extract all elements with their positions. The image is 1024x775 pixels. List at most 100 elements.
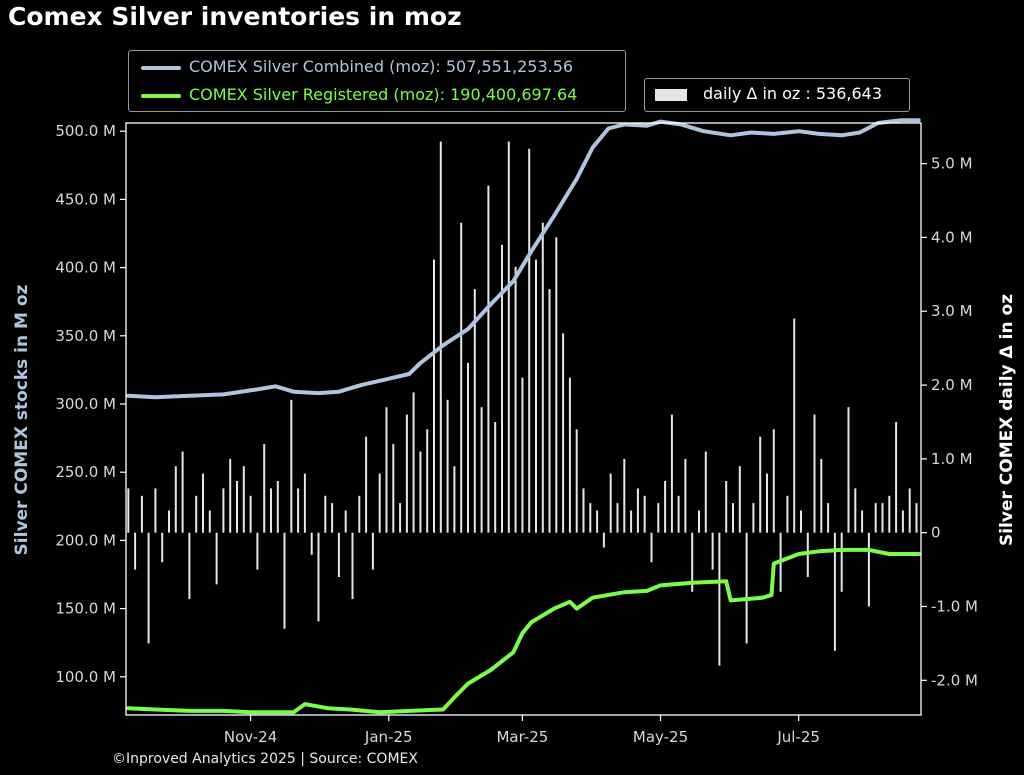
left-axis-tick-label: 500.0 M <box>55 122 116 140</box>
daily-delta-bar <box>555 237 558 533</box>
daily-delta-bar <box>881 503 884 533</box>
daily-delta-bar <box>766 473 768 533</box>
plot-frame <box>125 122 922 716</box>
legend-swatch-combined <box>141 66 181 70</box>
daily-delta-bar <box>664 481 667 533</box>
legend-swatch-daily <box>655 89 687 101</box>
daily-delta-bar <box>399 503 402 533</box>
daily-delta-bar <box>623 458 626 533</box>
daily-delta-bar <box>602 532 605 548</box>
daily-delta-bar <box>786 495 789 533</box>
daily-delta-bar <box>140 495 143 533</box>
daily-delta-bar <box>718 532 721 666</box>
daily-delta-bar <box>283 532 286 629</box>
daily-delta-bar <box>847 407 850 533</box>
left-axis-tick-label: 450.0 M <box>55 190 116 208</box>
daily-delta-bar <box>874 503 877 533</box>
daily-delta-bar <box>779 532 782 592</box>
daily-delta-bars <box>127 141 918 666</box>
daily-delta-bar <box>589 503 592 533</box>
daily-delta-bar <box>351 532 354 600</box>
daily-delta-bar <box>800 510 802 533</box>
right-axis-tick-label: 2.0 M <box>931 376 973 394</box>
daily-delta-bar <box>827 503 830 533</box>
series-lines <box>126 118 921 715</box>
daily-delta-bar <box>704 451 707 533</box>
daily-delta-bar <box>575 429 578 533</box>
daily-delta-bar <box>854 488 857 533</box>
daily-delta-bar <box>324 495 327 533</box>
daily-delta-bar <box>480 407 483 533</box>
daily-delta-bar <box>548 289 551 533</box>
daily-delta-bar <box>691 532 694 592</box>
daily-delta-bar <box>378 473 381 533</box>
x-axis-tick-label: Nov-24 <box>224 728 277 746</box>
daily-delta-bar <box>677 495 680 533</box>
left-axis-tick-label: 300.0 M <box>55 395 116 413</box>
daily-delta-bar <box>446 399 449 533</box>
daily-delta-bar <box>501 244 503 533</box>
daily-delta-bar <box>630 510 633 533</box>
daily-delta-bar <box>303 473 306 533</box>
legend-label-combined: COMEX Silver Combined (moz): 507,551,253… <box>189 57 574 76</box>
daily-delta-bar <box>161 532 164 563</box>
daily-delta-bar <box>229 458 232 533</box>
daily-delta-bar <box>759 436 762 533</box>
left-axis-tick-label: 200.0 M <box>55 531 116 549</box>
right-axis-tick-label: 0 <box>931 524 941 542</box>
daily-delta-bar <box>541 222 544 533</box>
right-axis-tick-label: 1.0 M <box>931 450 973 468</box>
daily-delta-bar <box>562 333 565 533</box>
daily-delta-bar <box>263 444 266 533</box>
daily-delta-bar <box>460 222 463 533</box>
left-axis: 100.0 M 150.0 M 200.0 M 250.0 M 300.0 M 350.0… <box>55 122 126 686</box>
left-axis-tick-label: 150.0 M <box>55 600 116 618</box>
daily-delta-bar <box>433 259 435 533</box>
daily-delta-bar <box>596 510 599 533</box>
daily-delta-bar <box>276 481 279 533</box>
daily-delta-bar <box>888 495 891 533</box>
daily-delta-bar <box>215 532 218 585</box>
daily-delta-bar <box>467 362 469 533</box>
daily-delta-bar <box>698 510 700 533</box>
daily-delta-bar <box>365 436 368 533</box>
daily-delta-bar <box>535 259 537 533</box>
daily-delta-bar <box>208 510 211 533</box>
daily-delta-bar <box>806 532 809 577</box>
daily-delta-bar <box>174 466 177 533</box>
daily-delta-bar <box>901 510 904 533</box>
daily-delta-bar <box>725 481 728 533</box>
legend-label-daily: daily Δ in oz : 536,643 <box>703 84 883 103</box>
daily-delta-bar <box>358 495 361 533</box>
daily-delta-bar <box>487 185 490 533</box>
daily-delta-bar <box>290 399 293 533</box>
daily-delta-bar <box>270 488 272 533</box>
daily-delta-bar <box>494 422 497 533</box>
daily-delta-bar <box>582 488 585 533</box>
daily-delta-bar <box>405 414 408 533</box>
daily-delta-bar <box>861 510 864 533</box>
daily-delta-bar <box>650 532 653 563</box>
daily-delta-bar <box>385 407 388 533</box>
daily-delta-bar <box>867 532 870 607</box>
daily-delta-bar <box>310 532 313 555</box>
right-axis-tick-label: -2.0 M <box>931 671 978 689</box>
daily-delta-bar <box>752 503 755 533</box>
legend-bars: daily Δ in oz : 536,643 <box>644 78 910 112</box>
daily-delta-bar <box>147 532 150 644</box>
x-axis-tick-label: May-25 <box>633 728 688 746</box>
y-axis-left-label: Silver COMEX stocks in M oz <box>12 284 32 555</box>
right-axis: -2.0 M -1.0 M 0 1.0 M 2.0 M 3.0 M 4.0 M 5.0 M <box>921 155 978 689</box>
daily-delta-bar <box>392 444 395 533</box>
x-axis-tick-label: Mar-25 <box>496 728 548 746</box>
daily-delta-bar <box>833 532 836 651</box>
daily-delta-bar <box>915 503 918 533</box>
daily-delta-bar <box>528 148 531 533</box>
daily-delta-bar <box>426 429 429 533</box>
daily-delta-bar <box>521 377 524 533</box>
daily-delta-bar <box>813 414 816 533</box>
daily-delta-bar <box>297 488 300 533</box>
daily-delta-bar <box>412 392 415 533</box>
daily-delta-bar <box>331 503 334 533</box>
daily-delta-bar <box>439 141 442 533</box>
